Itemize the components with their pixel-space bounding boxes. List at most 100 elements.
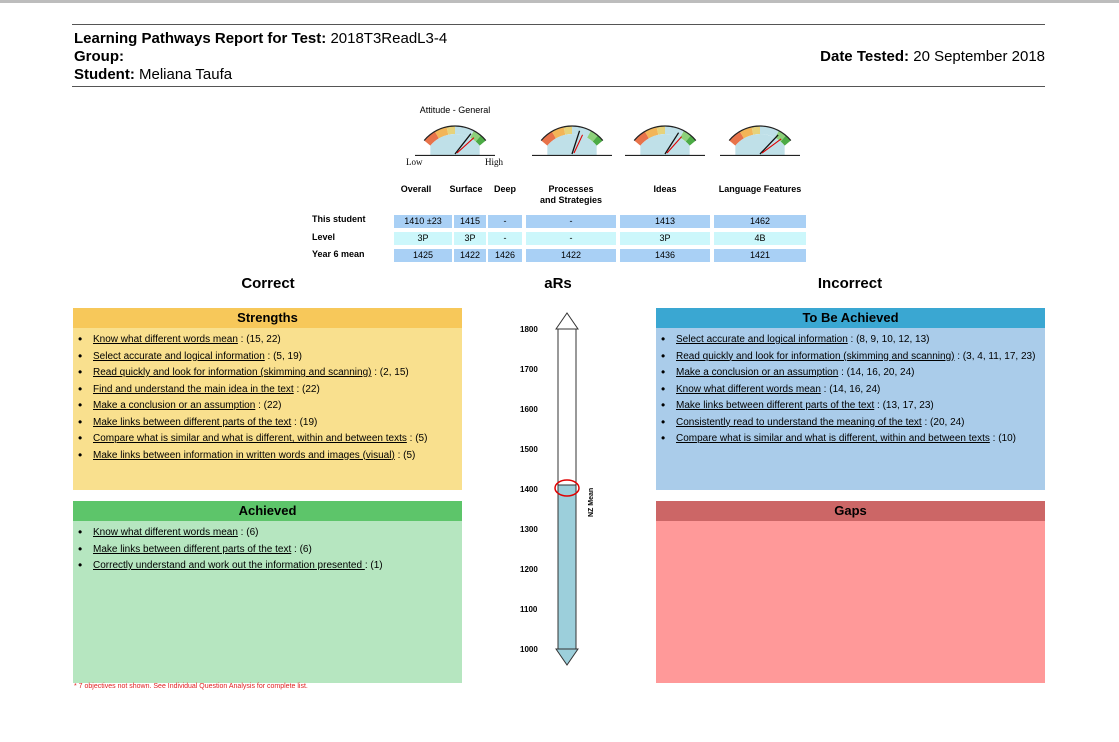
ars-score-fill (557, 484, 577, 650)
strengths-panel: Strengths Know what different words mean… (73, 308, 462, 490)
gauge-face (547, 133, 597, 156)
gauge-band (680, 130, 691, 142)
gauge-band (446, 126, 456, 135)
test-name: 2018T3ReadL3-4 (330, 30, 448, 47)
strengths-list: Know what different words mean : (15, 22… (73, 328, 462, 462)
ars-tick-label: 1600 (520, 405, 538, 414)
cell-student-language: 1462 (714, 215, 806, 228)
ars-arrow-up (555, 312, 579, 330)
cell-level-deep: - (488, 232, 522, 245)
objective-link[interactable]: Select accurate and logical information (93, 350, 265, 362)
objective-link[interactable]: Read quickly and look for information (s… (676, 350, 955, 362)
to-be-achieved-title: To Be Achieved (656, 308, 1045, 328)
objective-item: Compare what is similar and what is diff… (77, 432, 454, 445)
date-value: 20 September 2018 (913, 48, 1045, 65)
objective-link[interactable]: Know what different words mean (93, 527, 238, 538)
col-header-deep: Deep (493, 184, 516, 194)
objective-link[interactable]: Find and understand the main idea in the… (93, 383, 294, 395)
objective-item: Read quickly and look for information (s… (660, 350, 1037, 363)
achieved-list: Know what different words mean : (6)Make… (73, 521, 462, 572)
gauge-needle-red (573, 134, 584, 154)
col-header-language: Language Features (718, 184, 802, 194)
gauge-high-label: High (485, 157, 503, 167)
objective-question-refs: : (6) (237, 527, 259, 538)
objective-link[interactable]: Know what different words mean (93, 334, 238, 345)
col-header-surface: Surface (449, 184, 483, 194)
objective-link[interactable]: Make links between different parts of th… (93, 543, 292, 555)
gauge-needle (454, 133, 472, 155)
cell-level-ideas: 3P (620, 232, 710, 245)
gauge-face (640, 133, 690, 156)
objective-question-refs: : (22) (255, 400, 282, 411)
objective-link[interactable]: Correctly understand and work out the in… (93, 560, 365, 571)
gauge-face (430, 133, 480, 156)
gauge-band (541, 131, 557, 146)
gauge-needle-red (456, 137, 475, 154)
col-header-ideas: Ideas (653, 184, 677, 194)
objective-item: Make links between information in writte… (77, 449, 454, 462)
cell-level-processes: - (526, 232, 616, 245)
row-label-level: Level (312, 232, 336, 242)
objective-link[interactable]: Compare what is similar and what is diff… (676, 433, 990, 444)
gauge-face (735, 133, 785, 156)
gauge-outline (540, 125, 604, 141)
student-line: Student: Meliana Taufa (74, 66, 232, 84)
objective-question-refs: : (19) (291, 416, 318, 428)
student-label: Student: (74, 66, 135, 83)
objective-link[interactable]: Compare what is similar and what is diff… (93, 433, 407, 444)
objective-link[interactable]: Read quickly and look for information (s… (93, 367, 372, 378)
gauge-band (475, 135, 486, 146)
objective-link[interactable]: Make links between information in writte… (93, 449, 395, 461)
gauge-band (644, 126, 659, 139)
objective-link[interactable]: Make links between different parts of th… (676, 400, 875, 411)
gauge-needle (571, 130, 581, 155)
objective-item: Correctly understand and work out the in… (77, 559, 454, 572)
objective-item: Make links between different parts of th… (77, 543, 454, 556)
objective-item: Know what different words mean : (14, 16… (660, 383, 1037, 396)
gauge-title: Attitude - General (419, 105, 491, 115)
gauge-low-label: Low (406, 157, 423, 167)
gauge-band (780, 135, 791, 146)
gauge-needle-red (666, 136, 682, 154)
cell-student-ideas: 1413 (620, 215, 710, 228)
ars-scale-chart: 1800 1700 1600 1500 1400 1300 1200 1100 1000 NZ M… (520, 312, 595, 666)
report-label: Learning Pathways Report for Test: (74, 30, 327, 47)
gauge-outline (423, 125, 487, 141)
cell-mean-processes: 1422 (526, 249, 616, 262)
objective-link[interactable]: Consistently read to understand the mean… (676, 416, 922, 428)
objective-question-refs: : (6) (291, 543, 312, 555)
cell-student-processes: - (526, 215, 616, 228)
page-top-border (0, 0, 1119, 3)
gaps-list (656, 521, 1045, 527)
objective-item: Know what different words mean : (6) (77, 526, 454, 539)
objective-link[interactable]: Make links between different parts of th… (93, 416, 292, 428)
cell-level-overall: 3P (394, 232, 452, 245)
gauge-band (685, 135, 696, 146)
gauge-band (470, 130, 481, 142)
row-label-year-mean: Year 6 mean (312, 249, 365, 259)
header-top-rule (72, 24, 1045, 25)
objective-question-refs: : (8, 9, 10, 12, 13) (847, 334, 930, 345)
objective-link[interactable]: Know what different words mean (676, 383, 821, 395)
objective-link[interactable]: Select accurate and logical information (676, 334, 848, 345)
objective-question-refs: : (2, 15) (371, 367, 409, 378)
objective-item: Select accurate and logical information … (77, 350, 454, 363)
objective-link[interactable]: Make a conclusion or an assumption (676, 367, 839, 378)
to-be-achieved-list: Select accurate and logical information … (656, 328, 1045, 445)
objective-item: Compare what is similar and what is diff… (660, 432, 1037, 445)
gauge-band (656, 126, 666, 135)
objective-question-refs: : (5) (394, 449, 416, 461)
ars-tick-label: 1500 (520, 445, 538, 454)
objective-link[interactable]: Make a conclusion or an assumption (93, 400, 256, 411)
attitude-gauge-ideas (625, 125, 705, 156)
header-bottom-rule (72, 86, 1045, 87)
ars-tick-label: 1700 (520, 365, 538, 374)
nz-mean-label: NZ Mean (588, 488, 595, 517)
gaps-panel: Gaps (656, 501, 1045, 683)
gauge-band (592, 135, 603, 146)
objective-question-refs: : (10) (989, 433, 1016, 444)
gauge-outline (633, 125, 697, 141)
objective-item: Make a conclusion or an assumption : (22… (77, 399, 454, 412)
student-name: Meliana Taufa (139, 66, 233, 83)
gauge-band (434, 126, 449, 139)
